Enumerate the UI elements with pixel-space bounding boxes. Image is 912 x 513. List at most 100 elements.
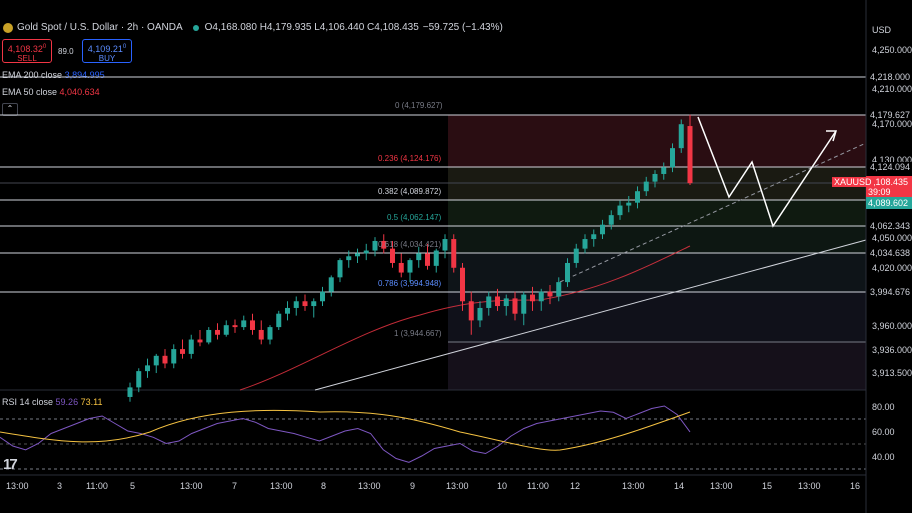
candle-body[interactable]: [302, 301, 308, 307]
candle-body[interactable]: [355, 253, 360, 257]
candle-body[interactable]: [547, 291, 553, 297]
candle-body[interactable]: [285, 307, 290, 314]
candle-body[interactable]: [232, 325, 238, 328]
change-readout: −59.725 (−1.43%): [422, 22, 503, 33]
candle-body[interactable]: [643, 181, 649, 192]
candle-body[interactable]: [320, 291, 325, 302]
spread-value: 89.0: [58, 47, 74, 56]
candle-body[interactable]: [451, 239, 457, 268]
currency-selector[interactable]: USD: [872, 25, 892, 35]
candle-body[interactable]: [171, 349, 177, 364]
sell-button[interactable]: 4,108.320 SELL: [2, 39, 52, 63]
candle-body[interactable]: [381, 240, 387, 249]
candle-body[interactable]: [197, 339, 203, 343]
candle-body[interactable]: [670, 148, 675, 168]
ema50-legend[interactable]: EMA 50 close 4,040.634: [2, 87, 100, 97]
candle-body[interactable]: [678, 124, 684, 149]
candle-body[interactable]: [416, 253, 422, 261]
candle-body[interactable]: [241, 320, 247, 328]
candle-body[interactable]: [617, 205, 623, 216]
candle-body[interactable]: [503, 298, 509, 307]
candle-body[interactable]: [600, 224, 605, 235]
candle-body[interactable]: [346, 256, 352, 261]
candle-body[interactable]: [565, 262, 570, 283]
fib-zone-2: [448, 200, 866, 226]
fib-label-0236: 0.236 (4,124.176): [378, 154, 442, 163]
candle-body[interactable]: [661, 167, 667, 174]
candle-body[interactable]: [425, 253, 430, 266]
time-tick: 12: [570, 481, 581, 491]
candle-body[interactable]: [293, 301, 299, 308]
candle-body[interactable]: [635, 191, 640, 203]
candle-body[interactable]: [215, 329, 220, 335]
time-tick: 13:00: [270, 481, 293, 491]
candle-body[interactable]: [556, 282, 562, 297]
candle-body[interactable]: [591, 234, 597, 240]
candle-body[interactable]: [258, 329, 264, 340]
fib-zone-0: [448, 115, 866, 167]
candle-body[interactable]: [153, 355, 159, 366]
candle-body[interactable]: [512, 298, 518, 314]
candle-body[interactable]: [468, 301, 474, 321]
candle-body[interactable]: [626, 202, 632, 206]
candle-body[interactable]: [267, 327, 273, 340]
candle-body[interactable]: [582, 239, 588, 249]
price-tick: 4,130.000: [872, 155, 912, 165]
candle-body[interactable]: [180, 349, 185, 354]
candle-body[interactable]: [328, 277, 334, 292]
candle-body[interactable]: [486, 296, 492, 308]
symbol-price-tag[interactable]: XAUUSD 4,108.435 39:09: [832, 176, 912, 198]
bar-countdown: 39:09: [868, 187, 891, 197]
price-tick: 4,050.000: [872, 233, 912, 243]
projection-path[interactable]: [697, 116, 837, 228]
buy-button[interactable]: 4,109.210 BUY: [82, 39, 132, 63]
candle-body[interactable]: [477, 307, 483, 321]
candle-body[interactable]: [223, 325, 229, 335]
candle-body[interactable]: [390, 248, 395, 263]
fib-label-0382: 0.382 (4,089.872): [378, 187, 442, 196]
candle-body[interactable]: [521, 294, 527, 314]
candle-body[interactable]: [652, 173, 658, 182]
time-tick: 14: [674, 481, 685, 491]
candle-body[interactable]: [495, 296, 500, 307]
candle-body[interactable]: [188, 339, 194, 354]
candle-body[interactable]: [372, 240, 378, 251]
chart-title[interactable]: Gold Spot / U.S. Dollar · 2h · OANDA: [17, 22, 183, 33]
candle-body[interactable]: [433, 250, 439, 266]
candle-body[interactable]: [538, 291, 544, 302]
candle-body[interactable]: [276, 313, 282, 328]
candle-body[interactable]: [460, 267, 465, 302]
candle-body[interactable]: [573, 248, 579, 263]
candle-body[interactable]: [442, 239, 448, 251]
price-tag-4179: 4,179.627: [870, 110, 912, 120]
last-price: 4,108.435: [868, 177, 909, 187]
candle-body[interactable]: [127, 387, 133, 397]
candle-body[interactable]: [145, 365, 150, 372]
candle-body[interactable]: [407, 260, 413, 273]
support-trendline[interactable]: [314, 239, 867, 391]
time-tick: 9: [410, 481, 416, 491]
rsi-legend[interactable]: RSI 14 close 59.26 73.11: [2, 397, 103, 407]
ema50-line[interactable]: [239, 245, 691, 391]
candle-body[interactable]: [136, 371, 142, 388]
rsi-ma-line[interactable]: [0, 409, 691, 451]
rsi-line[interactable]: [0, 405, 691, 463]
ema200-legend[interactable]: EMA 200 close 3,894.995: [2, 70, 105, 80]
candle-body[interactable]: [608, 215, 614, 225]
tradingview-logo-icon[interactable]: 17: [3, 456, 18, 473]
candle-body[interactable]: [398, 262, 404, 273]
candle-body[interactable]: [206, 329, 212, 343]
dashed-trendline[interactable]: [559, 142, 867, 283]
candle-body[interactable]: [311, 301, 317, 307]
time-tick: 3: [57, 481, 63, 491]
candle-body[interactable]: [337, 260, 343, 278]
candle-body[interactable]: [363, 250, 369, 254]
price-tick: 3,960.000: [872, 321, 912, 331]
price-tag-4124: 4,124.094: [870, 162, 912, 172]
candle-body[interactable]: [250, 320, 255, 330]
candle-body[interactable]: [530, 294, 535, 302]
fib-zone-6: [448, 342, 866, 390]
candle-body[interactable]: [687, 126, 693, 184]
candle-body[interactable]: [162, 355, 168, 364]
